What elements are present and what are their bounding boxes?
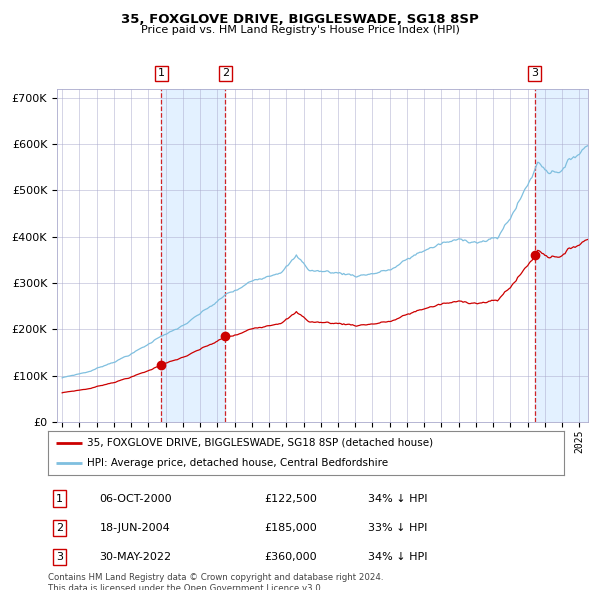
Text: Price paid vs. HM Land Registry's House Price Index (HPI): Price paid vs. HM Land Registry's House … — [140, 25, 460, 35]
Text: 35, FOXGLOVE DRIVE, BIGGLESWADE, SG18 8SP: 35, FOXGLOVE DRIVE, BIGGLESWADE, SG18 8S… — [121, 13, 479, 26]
Text: 1: 1 — [56, 494, 63, 503]
Text: 35, FOXGLOVE DRIVE, BIGGLESWADE, SG18 8SP (detached house): 35, FOXGLOVE DRIVE, BIGGLESWADE, SG18 8S… — [86, 438, 433, 448]
Text: £185,000: £185,000 — [265, 523, 317, 533]
Text: 2: 2 — [56, 523, 63, 533]
Bar — [535, 88, 588, 422]
Text: 33% ↓ HPI: 33% ↓ HPI — [368, 523, 427, 533]
Text: 3: 3 — [531, 68, 538, 78]
Text: 1: 1 — [158, 68, 165, 78]
Text: 34% ↓ HPI: 34% ↓ HPI — [368, 552, 427, 562]
Text: HPI: Average price, detached house, Central Bedfordshire: HPI: Average price, detached house, Cent… — [86, 458, 388, 468]
Text: 06-OCT-2000: 06-OCT-2000 — [100, 494, 172, 503]
Text: Contains HM Land Registry data © Crown copyright and database right 2024.
This d: Contains HM Land Registry data © Crown c… — [48, 573, 383, 590]
Text: 30-MAY-2022: 30-MAY-2022 — [100, 552, 172, 562]
Text: 3: 3 — [56, 552, 63, 562]
Text: 34% ↓ HPI: 34% ↓ HPI — [368, 494, 427, 503]
Bar — [161, 88, 225, 422]
Text: 18-JUN-2004: 18-JUN-2004 — [100, 523, 170, 533]
Text: £360,000: £360,000 — [265, 552, 317, 562]
Text: £122,500: £122,500 — [265, 494, 317, 503]
Text: 2: 2 — [222, 68, 229, 78]
